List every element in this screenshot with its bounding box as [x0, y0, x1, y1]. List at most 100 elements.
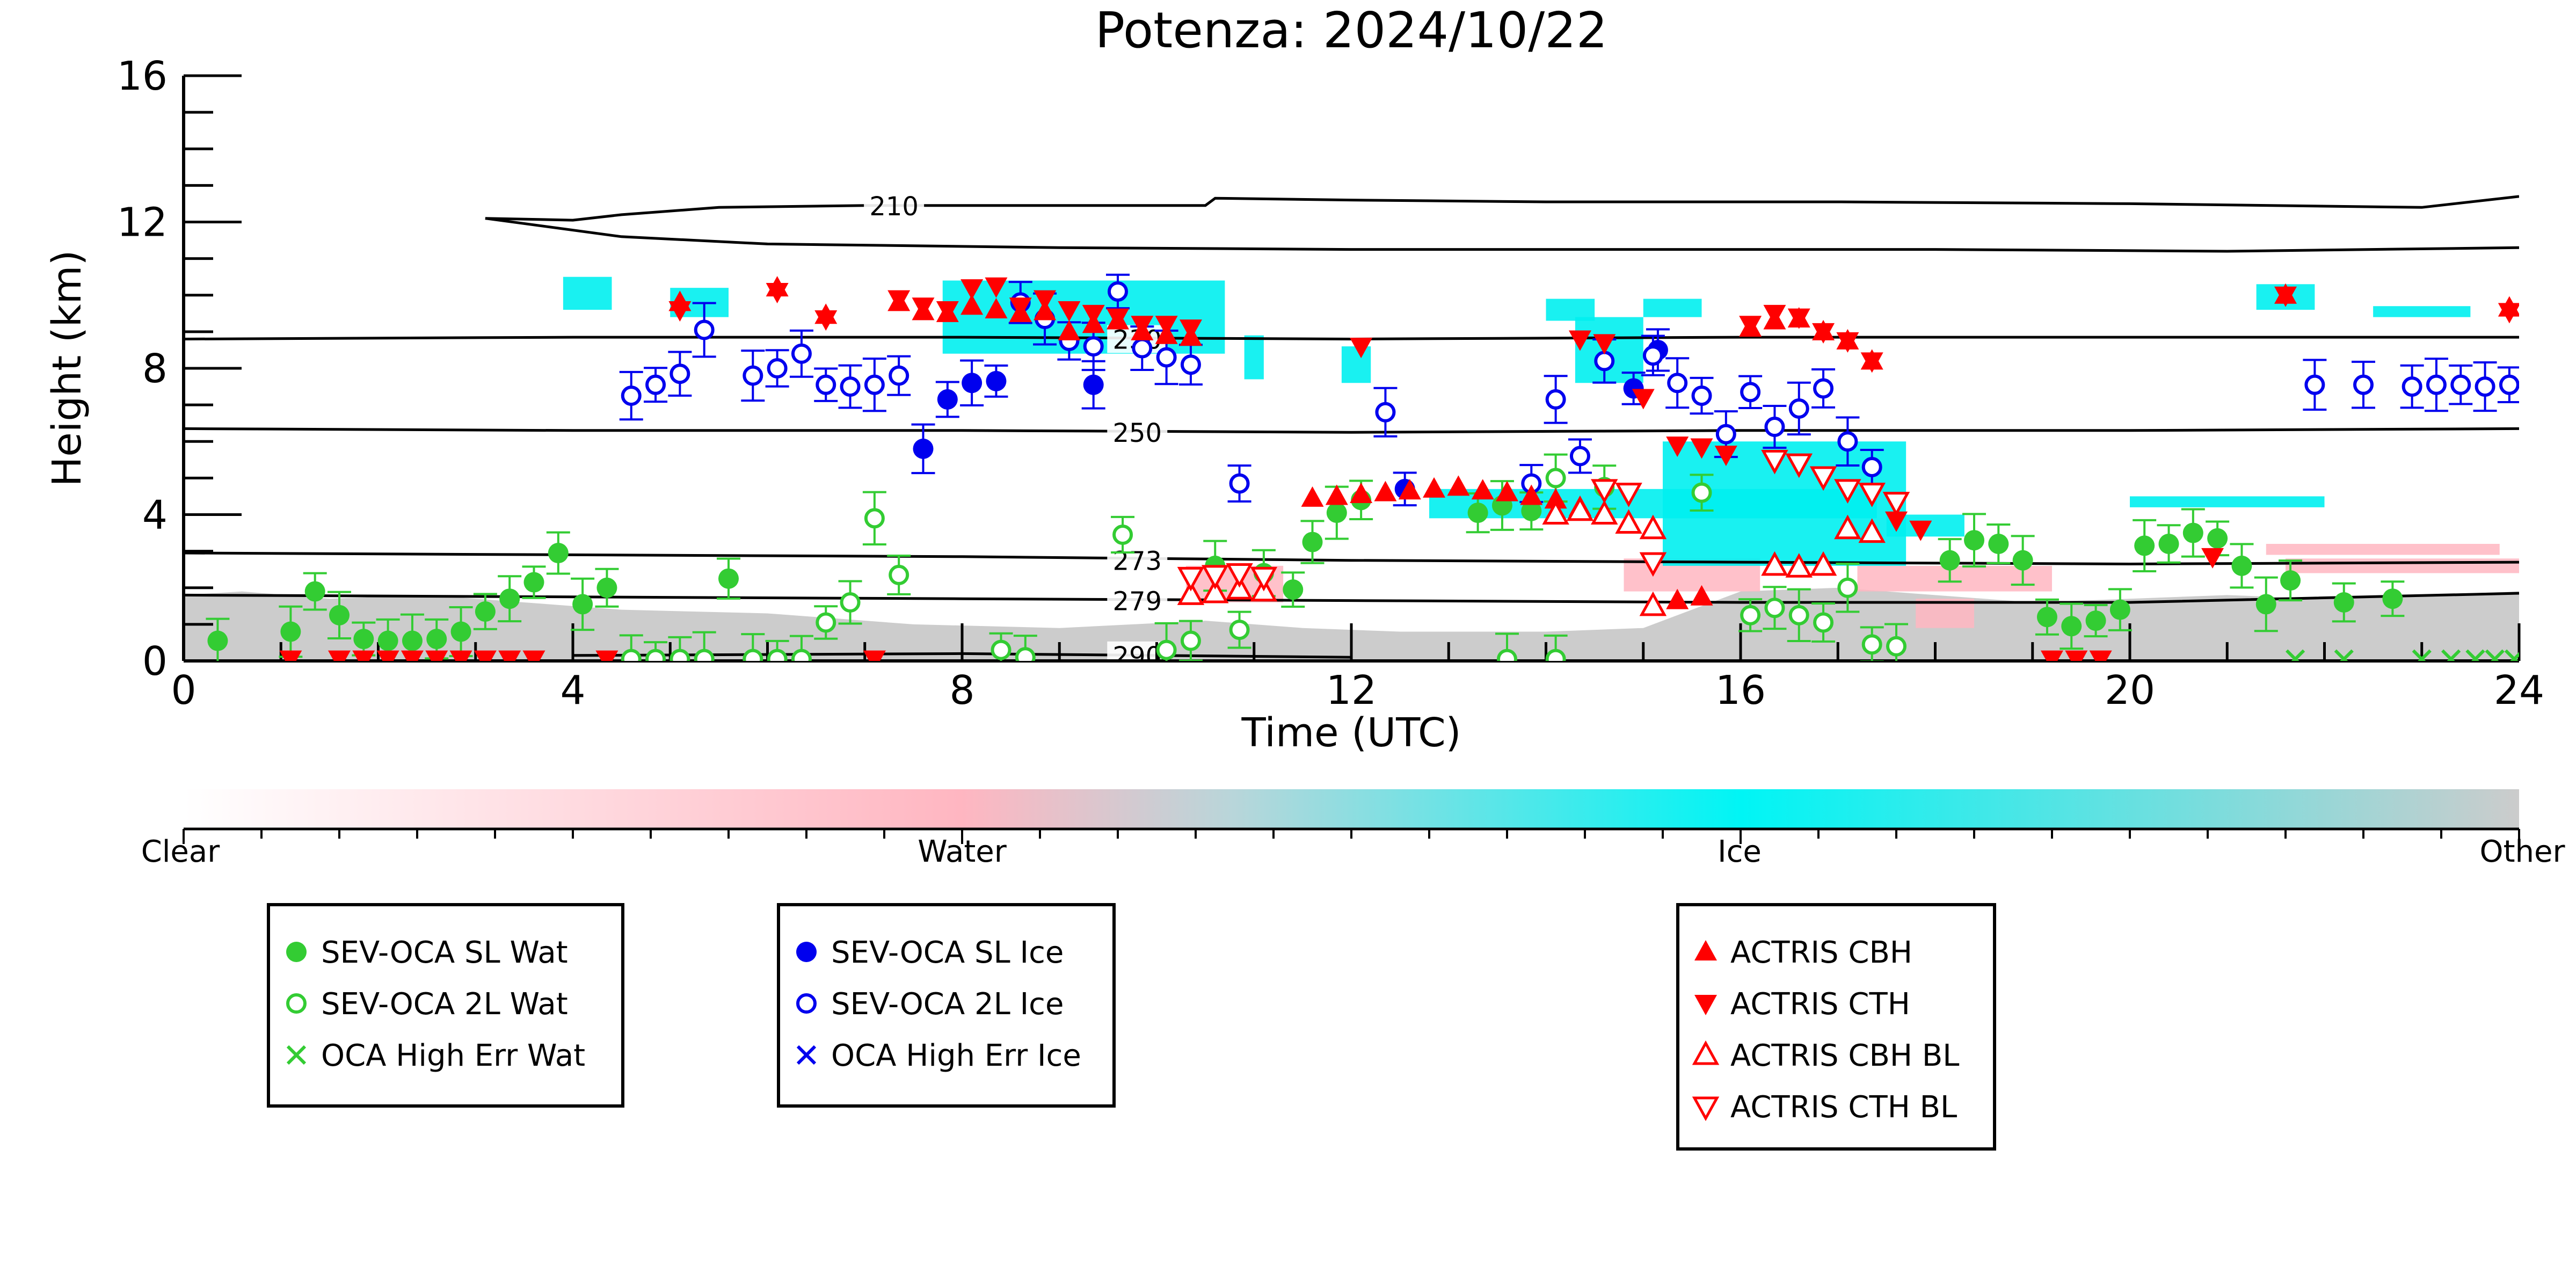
ice-field-region — [563, 276, 612, 310]
actris-cbh-bl-point — [1566, 496, 1594, 521]
sev-oca-sl-wat-point — [1939, 550, 1960, 571]
legend-box — [1676, 903, 1996, 1151]
colorbar-label-ice: Ice — [1718, 834, 1762, 869]
sev-oca-2l-ice-point — [1837, 431, 1858, 452]
sev-oca-2l-wat-point — [1861, 634, 1882, 655]
sev-oca-2l-wat-point — [1229, 620, 1250, 641]
actris-cth-point — [1787, 308, 1810, 329]
sev-oca-sl-wat-point — [2134, 535, 2155, 556]
actris-cth-point — [1763, 304, 1786, 325]
sev-oca-sl-wat-point — [2109, 599, 2130, 620]
actris-cth-point — [1714, 446, 1737, 467]
sev-oca-2l-ice-point — [1545, 389, 1566, 410]
sev-oca-2l-ice-point — [2499, 374, 2519, 395]
actris-cth-bl-point — [1615, 483, 1642, 507]
actris-cth-point — [1034, 290, 1057, 311]
sev-oca-2l-ice-point — [2402, 376, 2422, 397]
sev-oca-sl-wat-point — [2231, 555, 2252, 576]
sev-oca-sl-wat-point — [426, 629, 447, 650]
actris-cth-point — [668, 301, 692, 322]
sev-oca-2l-ice-point — [1764, 417, 1785, 437]
sev-oca-sl-wat-point — [1988, 534, 2009, 554]
actris-cbh-bl-point — [1761, 551, 1788, 576]
legend-marker — [1692, 1040, 1720, 1065]
water-field-region — [2266, 544, 2500, 555]
contour-line — [184, 551, 2519, 566]
sev-oca-2l-ice-point — [1569, 446, 1590, 467]
y-tick-label: 4 — [142, 492, 168, 539]
sev-oca-sl-wat-point — [1521, 500, 1542, 521]
actris-cth-point — [1568, 330, 1591, 351]
actris-cth-point — [1107, 308, 1129, 329]
sev-oca-2l-wat-point — [889, 564, 909, 585]
actris-cth-bl-point — [1177, 566, 1205, 592]
sev-oca-2l-wat-point — [743, 649, 763, 661]
actris-cth-point — [2201, 548, 2224, 569]
sev-oca-2l-ice-point — [816, 374, 836, 395]
actris-cth-point — [1666, 436, 1689, 457]
contour-label: 273 — [1112, 547, 1162, 577]
actris-cth-point — [449, 650, 472, 661]
sev-oca-sl-wat-point — [548, 543, 569, 564]
x-tick-label: 8 — [949, 667, 974, 714]
sev-oca-sl-wat-point — [1964, 530, 1984, 551]
sev-oca-sl-wat-point — [1326, 503, 1347, 523]
actris-cth-point — [1155, 316, 1178, 337]
sev-oca-sl-wat-point — [1467, 503, 1488, 523]
sev-oca-sl-ice-point — [913, 438, 934, 459]
actris-cth-point — [595, 650, 618, 661]
sev-oca-2l-wat-point — [1813, 612, 1834, 633]
sev-oca-2l-wat-point — [840, 592, 861, 613]
actris-cth-point — [766, 282, 789, 303]
cloud-mask-field — [184, 276, 2519, 661]
actris-cth-point — [401, 650, 424, 661]
actris-cth-point — [279, 650, 302, 661]
actris-cth-point — [1632, 389, 1655, 410]
sev-oca-2l-wat-point — [1691, 482, 1712, 503]
sev-oca-2l-ice-point — [743, 365, 763, 386]
sev-oca-2l-wat-point — [1015, 647, 1036, 661]
actris-cbh-bl-point — [1226, 574, 1253, 600]
sev-oca-sl-wat-point — [304, 581, 325, 602]
sev-oca-2l-wat-point — [621, 649, 642, 661]
sev-oca-2l-ice-point — [840, 376, 861, 397]
sev-oca-sl-wat-point — [475, 601, 496, 622]
legends: SEV-OCA SL Wat SEV-OCA 2L Wat OCA High Err… — [267, 903, 1996, 1151]
sev-oca-2l-ice-point — [2450, 374, 2471, 395]
sev-oca-2l-ice-point — [1715, 424, 1736, 445]
actris-cbh-point — [1350, 483, 1373, 504]
actris-cbh-point — [1471, 479, 1494, 500]
sev-oca-2l-wat-point — [694, 649, 715, 661]
sev-oca-2l-ice-point — [889, 365, 909, 386]
actris-cth-point — [985, 277, 1008, 298]
sev-oca-sl-wat-point — [207, 630, 228, 651]
y-ticks: 0 4 8 12 16 — [117, 53, 242, 685]
actris-cth-point — [1009, 297, 1032, 318]
legend-marker — [1694, 940, 1717, 960]
sev-oca-2l-wat-point — [1497, 649, 1517, 661]
actris-cbh-point — [1496, 481, 1518, 501]
legend-label: SEV-OCA 2L Ice — [831, 987, 1064, 1022]
actris-cth-bl-point — [1591, 479, 1618, 504]
sev-oca-2l-wat-point — [670, 649, 690, 661]
colorbar-label-clear: Clear — [141, 834, 220, 869]
actris-cbh-bl-point — [1639, 591, 1667, 616]
sev-oca-2l-wat-point — [1886, 636, 1906, 657]
ice-field-region — [1244, 335, 1264, 380]
actris-cbh-bl-point — [1177, 580, 1205, 605]
sev-oca-sl-wat-point — [718, 568, 739, 589]
actris-cbh-point — [1666, 588, 1689, 609]
sev-oca-2l-ice-point — [864, 374, 885, 395]
legend-label: ACTRIS CTH BL — [1730, 1090, 1957, 1125]
actris-cth-point — [1350, 338, 1373, 359]
water-field-region — [1857, 565, 2052, 592]
contour-line — [485, 195, 2519, 222]
sev-oca-2l-wat-point — [1837, 577, 1858, 598]
sev-oca-2l-ice-point — [1108, 281, 1128, 302]
sev-oca-2l-ice-point — [670, 363, 690, 384]
sev-oca-sl-wat-point — [596, 577, 617, 598]
actris-cbh-bl-point — [1615, 509, 1642, 534]
contour-line — [184, 592, 2519, 604]
actris-cbh-point — [1301, 486, 1324, 507]
sev-oca-sl-wat-point — [2012, 550, 2033, 571]
